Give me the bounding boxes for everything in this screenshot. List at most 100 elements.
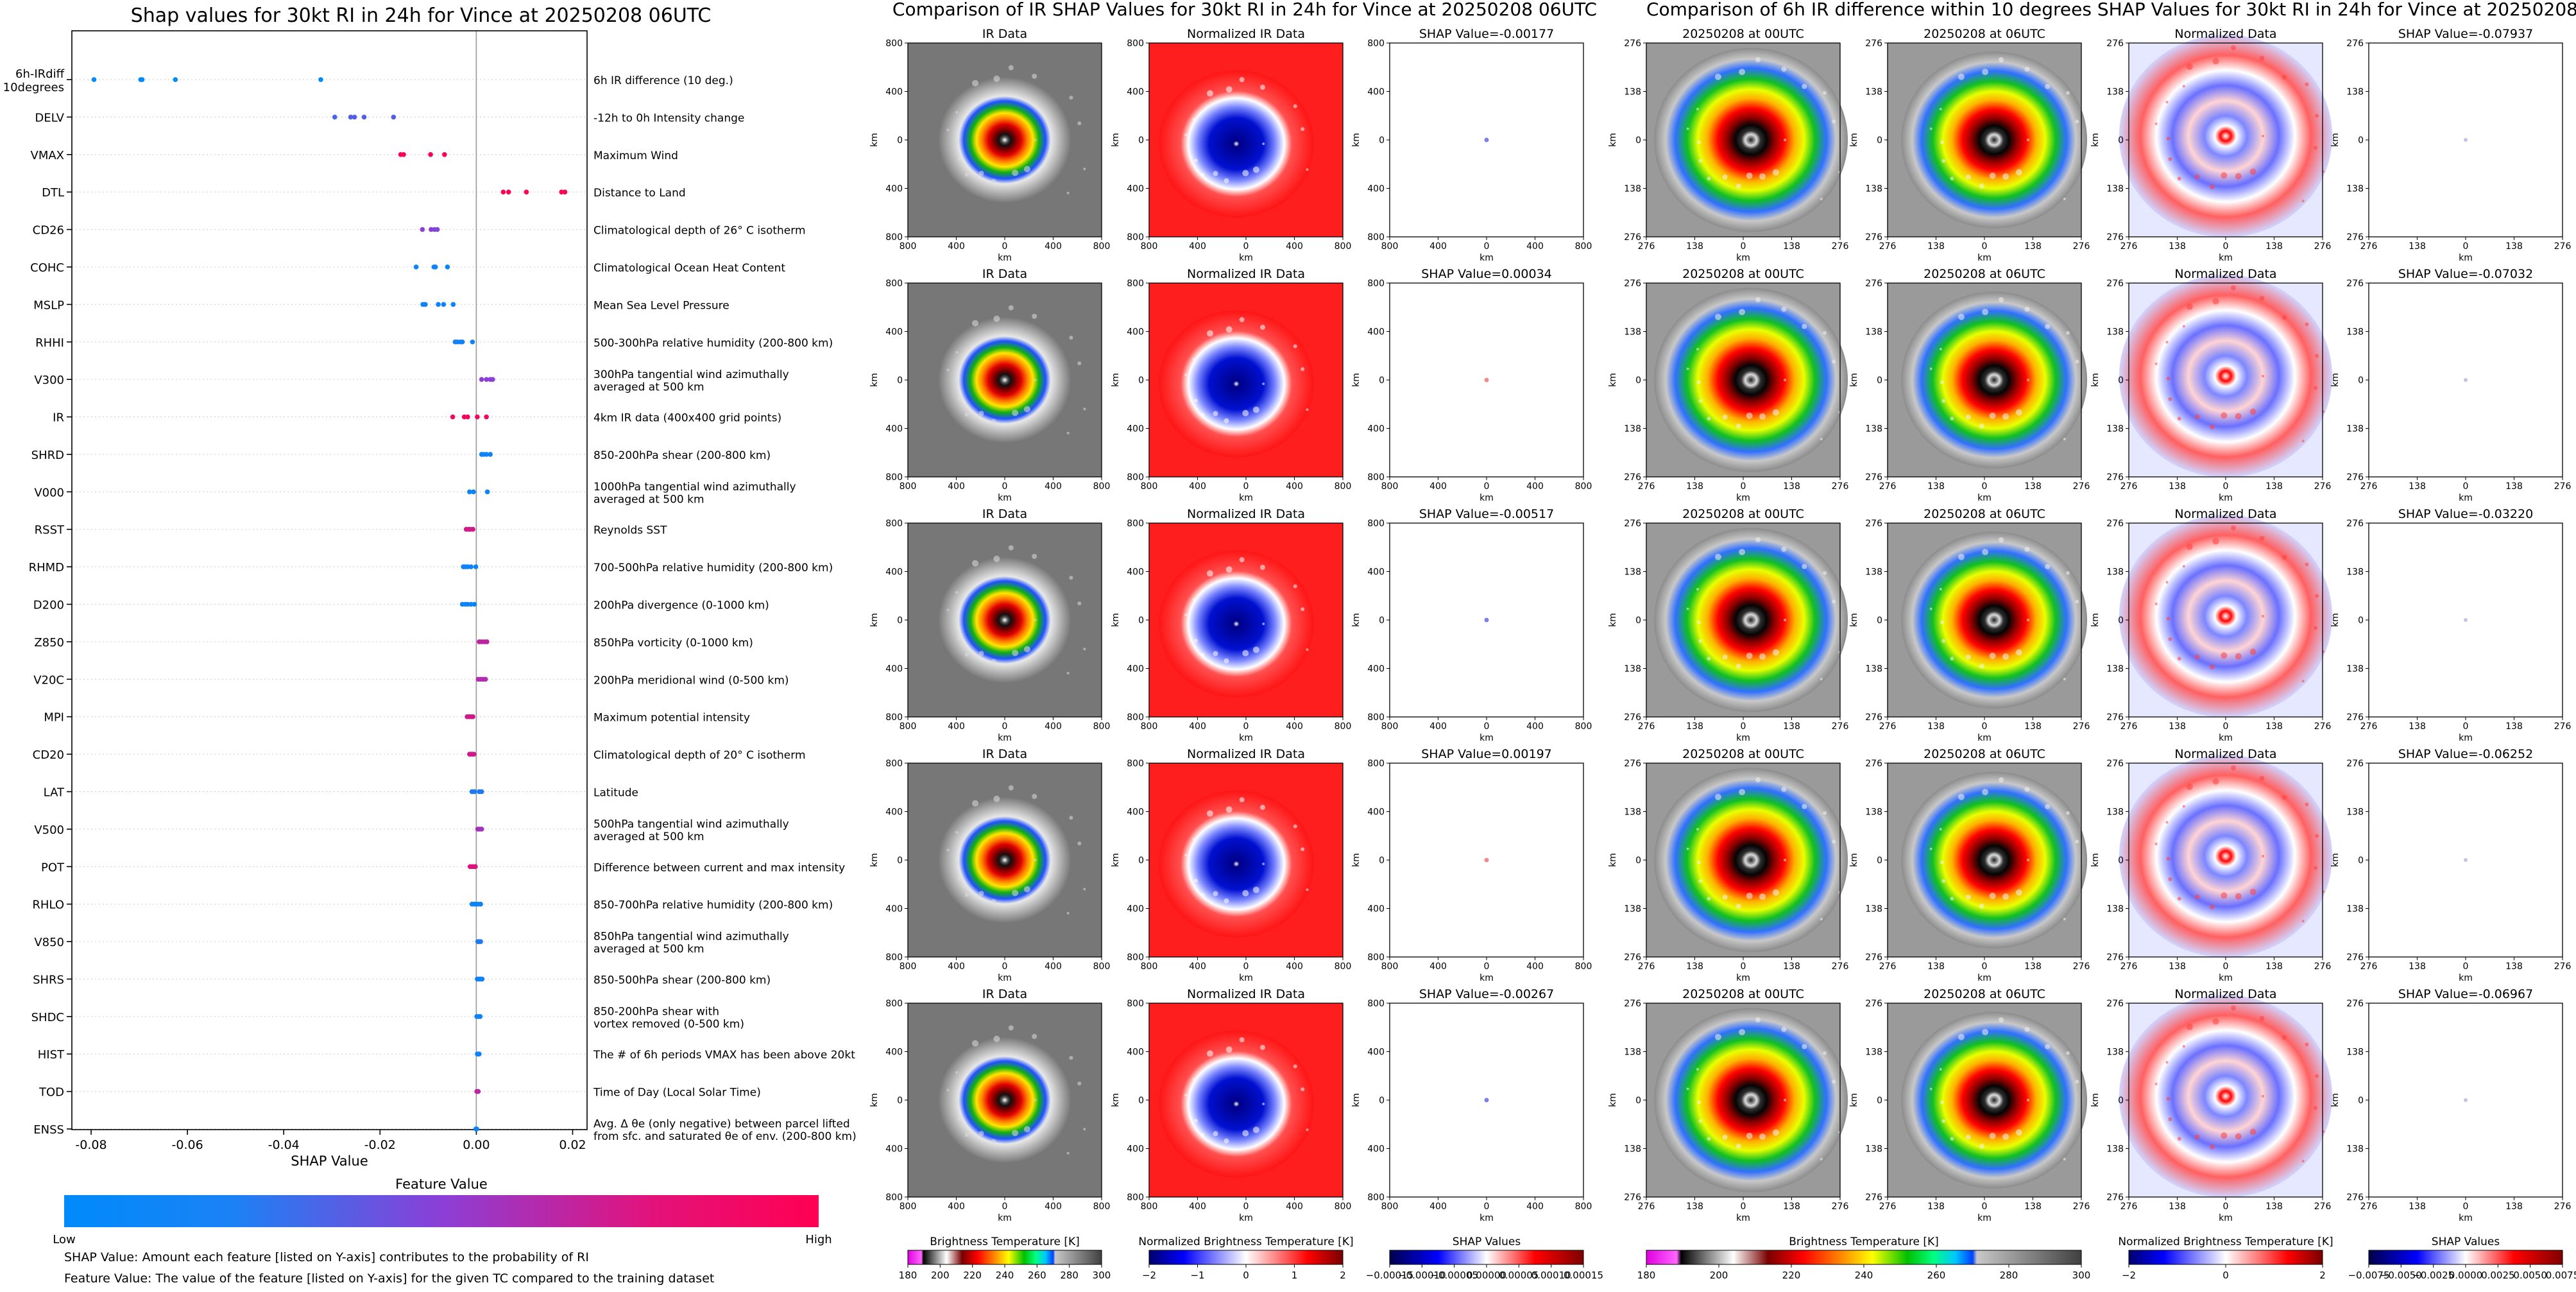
normalized-diff-panel: Normalized Data2762761381380013813827627… xyxy=(2090,27,2333,263)
y-tick-label: 400 xyxy=(885,87,903,98)
y-tick-label: 138 xyxy=(2346,424,2364,435)
colorbar-low-label: Low xyxy=(53,1233,75,1246)
cloud-texture xyxy=(2249,1128,2256,1135)
x-tick-label: 800 xyxy=(1335,241,1352,252)
shap-point xyxy=(465,601,470,607)
y-tick-label: 0 xyxy=(1877,135,1882,146)
cloud-texture xyxy=(1262,383,1265,386)
colorbar-tick-label: 300 xyxy=(1093,1270,1111,1281)
colorbar-tick-label: 180 xyxy=(1637,1270,1656,1281)
x-tick-label: 276 xyxy=(2120,1202,2138,1212)
normalized-ir-panel: Normalized IR Data8008004004000040040080… xyxy=(1111,747,1351,983)
feature-label: DELV xyxy=(35,111,64,125)
cloud-texture xyxy=(1696,140,1701,144)
cloud-texture xyxy=(991,659,996,664)
cloud-texture xyxy=(1759,653,1766,660)
cloud-texture xyxy=(1213,1131,1218,1137)
cloud-texture xyxy=(2259,775,2265,781)
cloud-texture xyxy=(2315,354,2319,358)
cloud-texture xyxy=(1200,413,1205,417)
x-tick-label: 0 xyxy=(1484,481,1490,492)
colorbar-tick-label: 240 xyxy=(1855,1270,1873,1281)
feature-label: CD26 xyxy=(33,224,64,237)
cloud-texture xyxy=(1958,793,1965,800)
feature-description: Time of Day (Local Solar Time) xyxy=(593,1087,761,1099)
y-tick-label: 800 xyxy=(885,999,903,1009)
x-tick-label: 0 xyxy=(1243,961,1249,972)
panel-title: SHAP Value=0.00034 xyxy=(1421,267,1552,281)
y-axis-label: km xyxy=(2090,373,2101,387)
y-tick-label: 276 xyxy=(2346,952,2364,963)
y-axis-label: km xyxy=(1849,1093,1859,1107)
shap-point xyxy=(471,489,476,495)
cloud-texture xyxy=(1781,306,1787,312)
colorbar-tick-label: 0.0050 xyxy=(2513,1270,2547,1281)
cloud-texture xyxy=(2075,840,2079,844)
cloud-texture xyxy=(1008,785,1014,791)
x-tick-label: -0.04 xyxy=(268,1138,300,1152)
ir-comparison-title: Comparison of IR SHAP Values for 30kt RI… xyxy=(892,0,1597,20)
cloud-texture xyxy=(993,315,1000,322)
y-tick-label: 0 xyxy=(2118,1096,2124,1106)
y-tick-label: 138 xyxy=(1865,424,1882,435)
y-tick-label: 0 xyxy=(1379,616,1385,626)
x-tick-label: 0 xyxy=(1982,1202,1988,1212)
panel-title: IR Data xyxy=(982,267,1027,281)
cloud-texture xyxy=(1200,173,1205,177)
feature-description: 850-200hPa shear (200-800 km) xyxy=(593,449,771,462)
y-tick-label: 138 xyxy=(1624,1144,1641,1155)
x-tick-label: -0.06 xyxy=(172,1138,203,1152)
storm-field xyxy=(1159,310,1314,458)
cloud-texture xyxy=(2314,1106,2318,1110)
y-tick-label: 800 xyxy=(885,1193,903,1203)
cloud-texture xyxy=(1707,897,1711,901)
colorbar: Brightness Temperature [K] 180 200 220 240 26… xyxy=(899,1236,1111,1281)
y-tick-label: 0 xyxy=(1635,375,1641,386)
cloud-texture xyxy=(1192,598,1195,601)
x-tick-label: 0 xyxy=(1982,481,1988,492)
shap-hotspot xyxy=(1484,617,1489,623)
cloud-texture xyxy=(2209,1144,2215,1150)
x-tick-label: 400 xyxy=(1429,1202,1447,1212)
x-tick-label: 138 xyxy=(2409,481,2426,492)
cloud-texture xyxy=(1034,139,1037,141)
shap-point xyxy=(479,789,484,795)
cloud-texture xyxy=(1772,1129,1779,1136)
colorbar-tick-label: 0.0075 xyxy=(2546,1270,2576,1281)
y-tick-label: 138 xyxy=(1865,1144,1882,1155)
cloud-texture xyxy=(1714,313,1721,320)
cloud-texture xyxy=(1707,657,1711,661)
colorbar-gradient xyxy=(2128,1250,2323,1265)
cloud-texture xyxy=(2305,802,2309,807)
panel-title: Normalized IR Data xyxy=(1187,507,1305,521)
shap-point xyxy=(488,452,493,457)
storm-field xyxy=(1654,1008,1848,1193)
ir-06utc-panel: 20250208 at 06UTC27627613813800138138276… xyxy=(1849,747,2090,983)
cloud-texture xyxy=(978,411,984,417)
y-tick-label: 138 xyxy=(1865,1047,1882,1058)
y-tick-label: 0 xyxy=(1138,1096,1144,1106)
storm-field xyxy=(939,1037,1071,1163)
cloud-texture xyxy=(2212,538,2219,545)
x-axis-label: km xyxy=(998,253,1012,263)
shap-point xyxy=(428,151,433,157)
cloud-texture xyxy=(1759,413,1766,420)
normalized-ir-panel: Normalized IR Data8008004004000040040080… xyxy=(1111,507,1351,743)
shap-point xyxy=(479,976,485,982)
cloud-texture xyxy=(1069,816,1073,820)
cloud-texture xyxy=(1206,570,1213,577)
cloud-texture xyxy=(1083,888,1086,891)
cloud-texture xyxy=(2045,1044,2051,1049)
cloud-texture xyxy=(978,651,984,657)
colorbar-tick-label: 220 xyxy=(1782,1270,1801,1281)
y-tick-label: 0 xyxy=(2358,856,2364,866)
x-tick-label: 276 xyxy=(1638,961,1655,972)
cloud-texture xyxy=(1012,1130,1019,1137)
x-tick-label: 0 xyxy=(2223,721,2229,732)
cloud-texture xyxy=(2315,594,2319,598)
cloud-texture xyxy=(2212,298,2219,305)
cloud-texture xyxy=(2194,414,2200,420)
cloud-texture xyxy=(1802,1044,1807,1049)
cloud-texture xyxy=(1023,166,1030,173)
